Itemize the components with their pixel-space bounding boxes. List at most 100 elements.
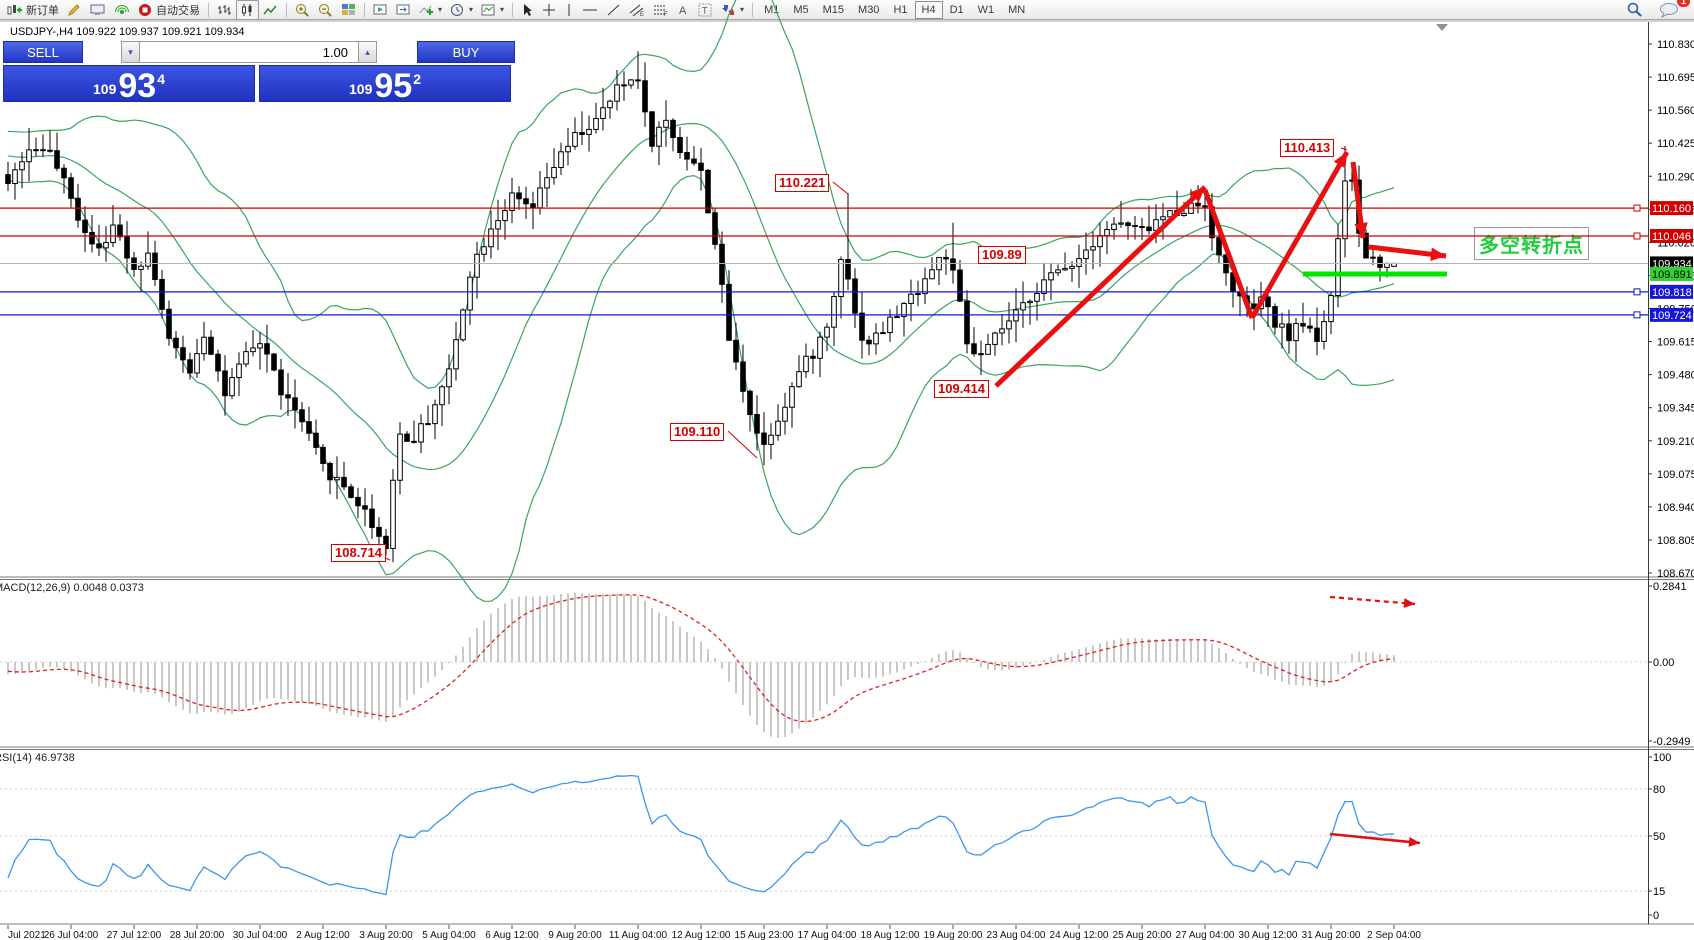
axis-price-box: 109.891 — [1650, 266, 1693, 281]
pencil-icon — [68, 3, 80, 16]
volume-decrease-button[interactable]: ▾ — [121, 41, 140, 63]
timeframe-mn-button[interactable]: MN — [1008, 3, 1026, 16]
svg-text:30 Jul 04:00: 30 Jul 04:00 — [233, 930, 288, 940]
svg-text:108.805: 108.805 — [1657, 535, 1694, 547]
svg-text:110.560: 110.560 — [1657, 105, 1694, 117]
macd-axis: 0.2841 0.00 -0.2949 — [1648, 581, 1690, 748]
chat-button[interactable]: 1 — [1655, 0, 1690, 20]
axis-price-box: 110.160 — [1650, 201, 1693, 216]
autotrade-icon — [139, 3, 151, 16]
timeframe-w1-button[interactable]: W1 — [977, 3, 995, 16]
new-order-button[interactable]: 新订单 — [3, 0, 63, 20]
volume-input[interactable] — [140, 41, 358, 63]
fibonacci-button[interactable]: F — [649, 0, 673, 20]
chart-shift-marker[interactable] — [1436, 24, 1448, 31]
svg-text:2 Sep 04:00: 2 Sep 04:00 — [1367, 930, 1421, 940]
svg-text:30 Aug 12:00: 30 Aug 12:00 — [1239, 930, 1298, 940]
svg-text:2 Aug 12:00: 2 Aug 12:00 — [296, 930, 350, 940]
indicators-button[interactable]: ▾ — [415, 0, 446, 20]
svg-text:0: 0 — [1653, 910, 1659, 922]
text-button[interactable]: A — [673, 0, 694, 20]
svg-text:-0.2949: -0.2949 — [1653, 736, 1690, 748]
volume-increase-button[interactable]: ▴ — [358, 41, 377, 63]
svg-text:110.290: 110.290 — [1657, 171, 1694, 183]
toolbar-separator — [752, 2, 754, 17]
periods-button[interactable]: ▾ — [446, 0, 477, 20]
indicators-icon — [419, 5, 433, 15]
signal-icon — [115, 4, 129, 14]
horizontal-line-icon — [583, 9, 598, 10]
svg-text:19 Aug 20:00: 19 Aug 20:00 — [924, 930, 983, 940]
chart-symbol-title: USDJPY-,H4 109.922 109.937 109.921 109.9… — [10, 26, 245, 38]
timeframe-h4-button[interactable]: H4 — [914, 0, 943, 19]
ask-price-display[interactable]: 109 95 2 — [259, 65, 511, 103]
chart-shift-button[interactable] — [392, 0, 415, 20]
crosshair-icon — [543, 3, 556, 16]
trendline-button[interactable] — [602, 0, 625, 20]
timeframe-m15-button[interactable]: M15 — [822, 3, 845, 16]
cursor-icon — [524, 3, 533, 16]
timeframe-h1-button[interactable]: H1 — [893, 3, 908, 16]
svg-text:50: 50 — [1653, 831, 1665, 843]
toolbar-separator — [208, 2, 209, 17]
ask-figure: 109 — [349, 81, 373, 97]
autotrade-button[interactable]: 自动交易 — [134, 0, 204, 20]
svg-text:109.891: 109.891 — [1652, 269, 1692, 281]
svg-text:11 Aug 04:00: 11 Aug 04:00 — [609, 930, 668, 940]
terminal-button[interactable] — [86, 0, 110, 20]
horizontal-line-button[interactable] — [578, 0, 602, 20]
vertical-line-button[interactable] — [560, 0, 578, 20]
tile-windows-button[interactable] — [337, 0, 360, 20]
horizontal-level-line-109.724[interactable] — [0, 311, 1648, 319]
timeframe-d1-button[interactable]: D1 — [949, 3, 964, 16]
candlesticks — [5, 51, 1397, 563]
svg-text:80: 80 — [1653, 784, 1665, 796]
crosshair-button[interactable] — [538, 0, 560, 20]
text-label-button[interactable]: T — [694, 0, 717, 20]
timeframe-m5-button[interactable]: M5 — [793, 3, 809, 16]
timeframe-toolbar: M1 M5 M15 M30 H1 H4 D1 W1 MN — [757, 0, 1032, 19]
chart-forward-button[interactable] — [369, 0, 392, 20]
axis-price-box: 109.724 — [1650, 307, 1693, 322]
svg-text:27 Aug 04:00: 27 Aug 04:00 — [1176, 930, 1235, 940]
cursor-button[interactable] — [517, 0, 538, 20]
metaeditor-button[interactable] — [63, 0, 86, 20]
rsi-direction-arrow[interactable] — [1329, 832, 1421, 847]
svg-text:109.724: 109.724 — [1652, 310, 1692, 322]
chevron-down-icon: ▾ — [438, 5, 443, 14]
svg-text:109.345: 109.345 — [1657, 403, 1694, 415]
trend-zigzag-arrows[interactable] — [994, 150, 1447, 388]
svg-text:110.160: 110.160 — [1652, 203, 1691, 215]
bar-chart-button[interactable] — [213, 0, 236, 20]
channel-button[interactable]: E — [625, 0, 649, 20]
bid-figure: 109 — [93, 81, 117, 97]
horizontal-level-line-110.046[interactable] — [0, 232, 1648, 240]
candlestick-chart-button[interactable] — [236, 0, 259, 20]
text-label-icon: T — [698, 3, 712, 16]
turning-point-annotation[interactable]: 多空转折点 — [1474, 227, 1589, 260]
tile-windows-icon — [342, 3, 355, 15]
svg-text:28 Jul 20:00: 28 Jul 20:00 — [170, 930, 225, 940]
zoom-out-button[interactable] — [314, 0, 337, 20]
chevron-down-icon: ▾ — [500, 5, 505, 14]
svg-text:109.818: 109.818 — [1652, 287, 1692, 299]
timeframe-m30-button[interactable]: M30 — [858, 3, 880, 16]
macd-direction-arrow[interactable] — [1329, 595, 1416, 609]
search-button[interactable] — [1622, 0, 1647, 20]
bid-price-display[interactable]: 109 93 4 — [3, 65, 255, 103]
svg-text:108.670: 108.670 — [1657, 568, 1694, 580]
timeframe-m1-button[interactable]: M1 — [764, 3, 780, 16]
sell-button[interactable]: SELL — [3, 41, 83, 63]
buy-button[interactable]: BUY — [417, 41, 515, 63]
toolbar-separator — [364, 2, 365, 17]
horizontal-level-line-109.818[interactable] — [0, 288, 1648, 296]
zoom-in-button[interactable] — [291, 0, 314, 20]
signals-button[interactable] — [110, 0, 134, 20]
templates-button[interactable]: ▾ — [477, 0, 508, 20]
svg-text:6 Aug 12:00: 6 Aug 12:00 — [485, 930, 539, 940]
vertical-line-icon — [568, 3, 570, 16]
line-chart-button[interactable] — [259, 0, 282, 20]
horizontal-level-line-110.160[interactable] — [0, 204, 1648, 212]
